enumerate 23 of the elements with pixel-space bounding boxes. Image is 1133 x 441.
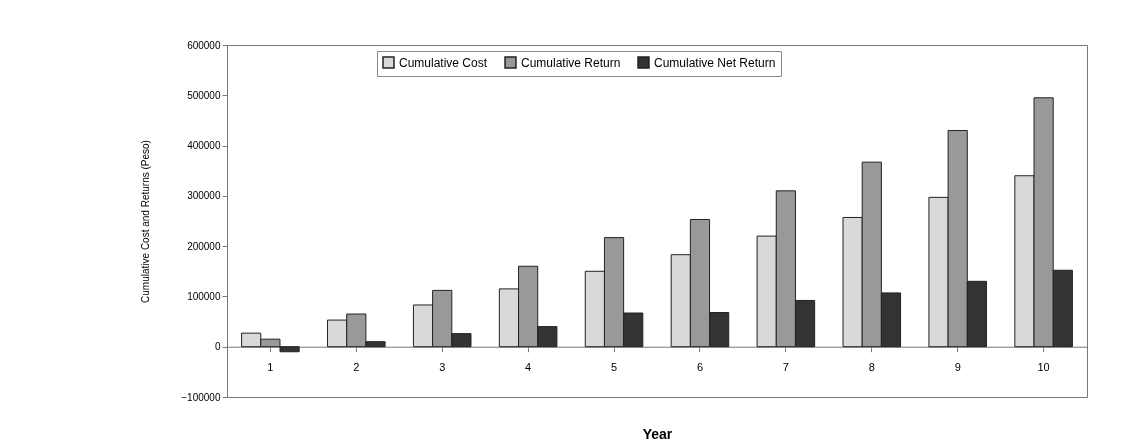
y-tick-label: 600000 — [187, 39, 221, 51]
y-tick-label: 200000 — [187, 240, 221, 252]
legend-label: Cumulative Net Return — [654, 55, 776, 70]
x-tick-label: 8 — [868, 361, 875, 374]
y-tick-label: 300000 — [187, 190, 221, 202]
x-tick-label: 6 — [696, 361, 704, 374]
x-tick-label: 4 — [525, 361, 532, 374]
x-axis-title: Year — [642, 425, 673, 441]
x-tick-label: 9 — [954, 361, 961, 374]
y-tick-label: 400000 — [187, 140, 221, 152]
x-tick-label: 10 — [1037, 361, 1050, 374]
x-tick-label: 7 — [782, 361, 789, 374]
x-tick-label: 1 — [267, 361, 274, 374]
y-tick-label: −100000 — [181, 391, 221, 403]
legend-label: Cumulative Return — [521, 55, 621, 70]
y-tick-label: 0 — [214, 341, 221, 353]
x-tick-label: 3 — [439, 361, 446, 374]
x-tick-label: 2 — [353, 361, 360, 374]
legend-label: Cumulative Cost — [399, 55, 488, 70]
y-axis-title: Cumulative Cost and Returns (Peso) — [140, 140, 152, 303]
y-tick-label: 500000 — [187, 89, 221, 101]
y-tick-label: 100000 — [187, 290, 221, 302]
x-tick-label: 5 — [610, 361, 618, 374]
